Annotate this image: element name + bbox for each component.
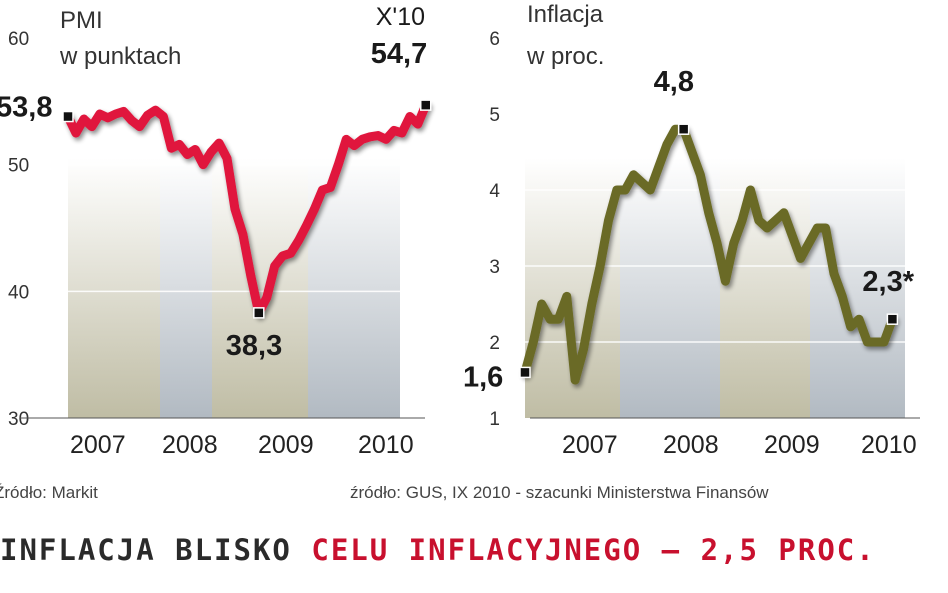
- pmi-chart-title: PMI: [60, 7, 103, 34]
- charts-canvas: 30 40 50 60 2007 2008 2009 2010 PMI w punktach Źró…: [0, 1, 920, 502]
- inflation-x-tick-label: 2010: [861, 431, 917, 459]
- pmi-year-band: [308, 158, 400, 418]
- pmi-value-marker: [253, 307, 265, 319]
- inflation-y-tick-label: 1: [489, 409, 500, 430]
- pmi-annotation-label: 38,3: [226, 330, 282, 362]
- inflation-chart-subtitle: w proc.: [526, 43, 604, 70]
- inflation-x-tick-label: 2007: [562, 431, 618, 459]
- inflation-source-note: źródło: GUS, IX 2010 - szacunki Minister…: [350, 483, 769, 502]
- inflation-x-tick-label: 2009: [764, 431, 820, 459]
- inflation-x-tick-label: 2008: [663, 431, 719, 459]
- pmi-y-tick-label: 30: [8, 409, 29, 430]
- headline-part-2: CELU INFLACYJNEGO – 2,5 PROC.: [311, 533, 876, 567]
- headline: INFLACJA BLISKO CELU INFLACYJNEGO – 2,5 …: [0, 530, 948, 570]
- pmi-year-band: [212, 158, 308, 418]
- inflation-annotation-label: 2,3*: [862, 266, 914, 298]
- pmi-series-line: [63, 100, 431, 318]
- pmi-x-tick-label: 2008: [162, 431, 218, 459]
- pmi-x-tick-label: 2007: [70, 431, 126, 459]
- inflation-annotation-label: 1,6: [463, 361, 503, 393]
- inflation-y-tick-label: 3: [489, 257, 500, 278]
- inflation-annotation-label: 4,8: [654, 66, 694, 98]
- inflation-year-band: [720, 158, 810, 418]
- pmi-annotation-label: 54,7: [371, 38, 427, 70]
- headline-part-1: INFLACJA BLISKO: [0, 533, 292, 567]
- pmi-value-marker: [62, 110, 74, 123]
- inflation-chart: 1 2 3 4 5 6 2007 2008 2009 2010 Inflacja w proc. źró…: [350, 1, 920, 502]
- pmi-chart-subtitle: w punktach: [59, 43, 181, 70]
- inflation-y-tick-label: 2: [489, 333, 500, 354]
- pmi-x-tick-label: 2009: [258, 431, 314, 459]
- inflation-chart-title: Inflacja: [527, 1, 604, 28]
- inflation-value-marker: [677, 123, 690, 135]
- inflation-value-marker: [519, 366, 531, 379]
- inflation-y-tick-label: 6: [489, 29, 500, 50]
- inflation-y-tick-label: 4: [489, 181, 500, 202]
- pmi-y-tick-label: 60: [8, 29, 29, 50]
- pmi-value-marker: [420, 99, 432, 111]
- pmi-chart: 30 40 50 60 2007 2008 2009 2010 PMI w punktach Źró…: [0, 3, 432, 502]
- inflation-y-tick-label: 5: [489, 105, 500, 126]
- pmi-annotation-label: 53,8: [0, 92, 52, 124]
- pmi-x-tick-label: 2010: [358, 431, 414, 459]
- pmi-y-tick-label: 50: [8, 156, 29, 177]
- pmi-year-band: [68, 158, 160, 418]
- pmi-source-note: Źródło: Markit: [0, 483, 98, 502]
- pmi-annotation-label: X'10: [376, 3, 425, 31]
- inflation-year-band: [810, 158, 905, 418]
- inflation-series-line: [520, 124, 897, 385]
- pmi-y-tick-label: 40: [8, 282, 29, 303]
- pmi-year-band: [160, 158, 212, 418]
- inflation-value-marker: [886, 313, 899, 325]
